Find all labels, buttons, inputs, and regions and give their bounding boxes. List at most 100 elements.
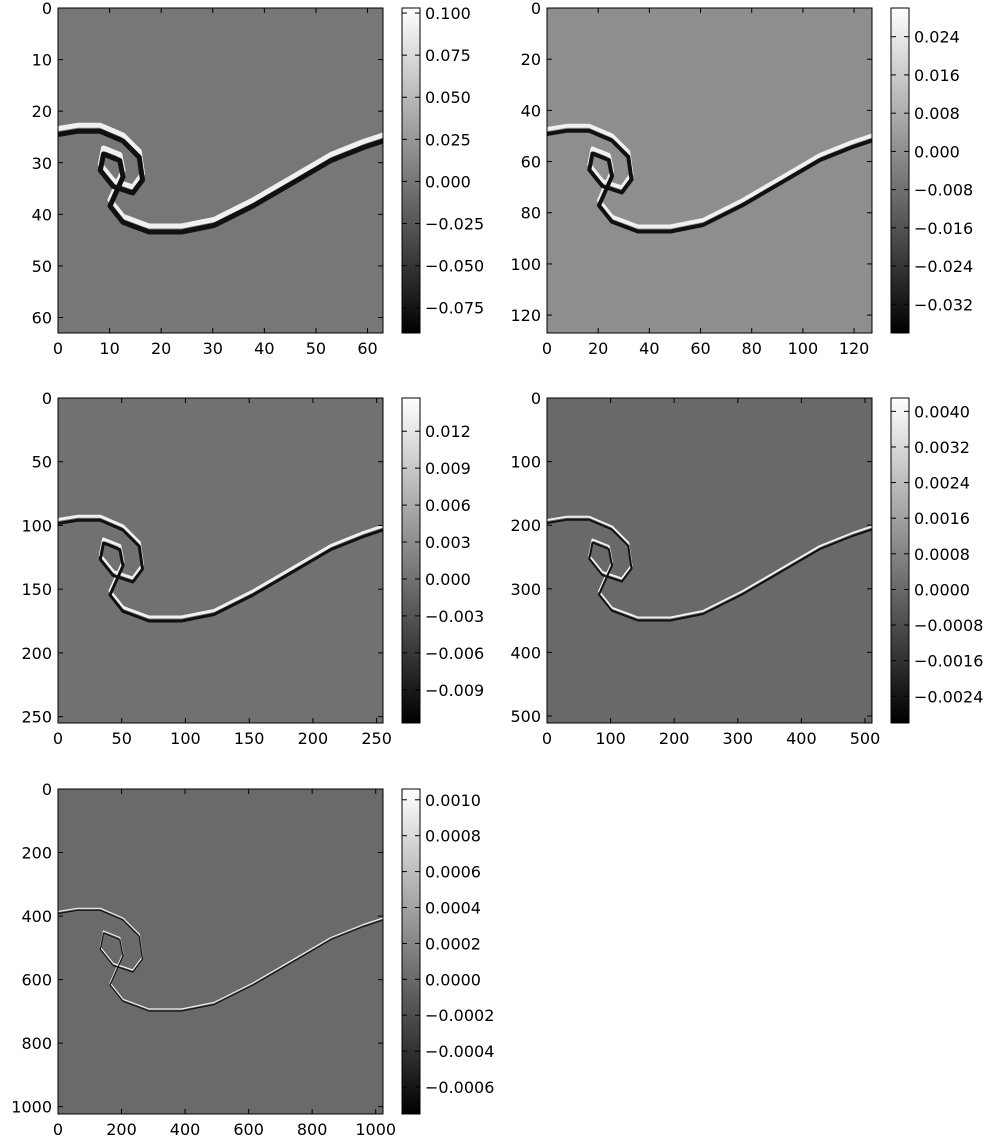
- y-tick-label: 800: [21, 1034, 52, 1053]
- x-tick-label: 400: [170, 1120, 201, 1139]
- x-tick-label: 0: [53, 339, 63, 358]
- axes-frame: [546, 7, 873, 334]
- y-tick-label: 100: [510, 453, 541, 472]
- dark-band: [547, 128, 872, 234]
- x-tick-label: 20: [588, 339, 608, 358]
- x-tick-label: 50: [306, 339, 326, 358]
- heatmap-field: [547, 398, 872, 723]
- x-tick-label: 40: [639, 339, 659, 358]
- colorbar-tick-label: 0.0024: [914, 474, 970, 493]
- y-tick-label: 400: [510, 643, 541, 662]
- y-tick-label: 150: [21, 580, 52, 599]
- y-tick-label: 500: [510, 707, 541, 726]
- colorbar-tick-label: 0.000: [914, 142, 960, 161]
- colorbar-tick-label: 0.0002: [425, 934, 481, 953]
- y-tick-label: 0: [42, 0, 52, 18]
- panel-5: 0 200 400 600 800 1000020040060080010000.0010…: [11, 780, 494, 1139]
- y-tick-label: 100: [510, 255, 541, 274]
- heatmap-structure: [547, 515, 872, 622]
- y-tick-label: 20: [521, 50, 541, 69]
- colorbar-tick-label: 0.016: [914, 66, 960, 85]
- heatmap-field: [58, 398, 383, 723]
- y-tick-label: 200: [21, 644, 52, 663]
- heatmap-structure: [547, 123, 872, 234]
- colorbar-gradient: [401, 788, 421, 1115]
- x-tick-label: 40: [254, 339, 274, 358]
- dark-band: [58, 128, 383, 235]
- axes-frame: [57, 7, 384, 334]
- colorbar-tick-label: 0.0008: [425, 827, 481, 846]
- y-tick-label: 0: [531, 389, 541, 408]
- x-tick-label: 0: [542, 729, 552, 748]
- colorbar-tick-label: −0.0004: [425, 1042, 494, 1061]
- y-tick-label: 0: [42, 389, 52, 408]
- x-tick-label: 50: [112, 729, 132, 748]
- colorbar-tick-label: 0.0004: [425, 899, 481, 918]
- colorbar-tick-label: −0.0024: [914, 687, 983, 706]
- y-tick-label: 40: [521, 101, 541, 120]
- colorbar-tick-label: 0.024: [914, 28, 960, 47]
- y-tick-label: 250: [21, 708, 52, 727]
- heatmap-field: [58, 8, 383, 333]
- colorbar-tick-label: 0.0008: [914, 545, 970, 564]
- y-tick-label: 40: [32, 205, 52, 224]
- y-tick-label: 50: [32, 257, 52, 276]
- x-tick-label: 120: [839, 339, 870, 358]
- x-tick-label: 30: [203, 339, 223, 358]
- x-tick-label: 0: [53, 1120, 63, 1139]
- x-tick-label: 60: [357, 339, 377, 358]
- panel-3: 0 50 100 150 200 2500501001502002500.0120.009…: [21, 389, 484, 748]
- colorbar: 0.012 0.009 0.006 0.003 0.000 −0.003 −0.006 −0.…: [401, 397, 484, 724]
- y-tick-label: 20: [32, 102, 52, 121]
- y-tick-label: 60: [521, 153, 541, 172]
- colorbar-tick-label: 0.0016: [914, 509, 970, 528]
- colorbar-tick-label: −0.003: [425, 607, 484, 626]
- x-tick-label: 150: [234, 729, 265, 748]
- x-tick-label: 600: [233, 1120, 264, 1139]
- colorbar: 0.024 0.016 0.008 0.000 −0.008 −0.016 −0.024 −0…: [890, 7, 973, 334]
- colorbar-tick-label: 0.0032: [914, 438, 970, 457]
- colorbar-tick-label: −0.0016: [914, 652, 983, 671]
- y-tick-label: 60: [32, 309, 52, 328]
- y-tick-label: 120: [510, 306, 541, 325]
- colorbar-tick-label: −0.032: [914, 295, 973, 314]
- colorbar-tick-label: 0.009: [425, 459, 471, 478]
- panel-1: 0 10 20 30 40 50 6001020304050600.1000.0750.05…: [32, 0, 485, 358]
- colorbar-tick-label: −0.0008: [914, 616, 983, 635]
- colorbar-tick-label: 0.008: [914, 104, 960, 123]
- colorbar-tick-label: 0.075: [425, 46, 471, 65]
- y-tick-label: 300: [510, 580, 541, 599]
- x-tick-label: 100: [595, 729, 626, 748]
- heatmap-structure: [58, 514, 383, 623]
- heatmap-structure: [58, 907, 383, 1012]
- colorbar-tick-label: −0.025: [425, 215, 484, 234]
- y-tick-label: 400: [21, 907, 52, 926]
- y-tick-label: 0: [42, 780, 52, 799]
- colorbar-tick-label: 0.025: [425, 130, 471, 149]
- y-tick-label: 200: [510, 516, 541, 535]
- axes-frame: [57, 397, 384, 724]
- colorbar-tick-label: −0.016: [914, 219, 973, 238]
- x-tick-label: 200: [298, 729, 329, 748]
- colorbar-tick-label: −0.009: [425, 681, 484, 700]
- x-tick-label: 0: [542, 339, 552, 358]
- colorbar-tick-label: −0.024: [914, 257, 973, 276]
- x-tick-label: 20: [151, 339, 171, 358]
- x-tick-label: 400: [786, 729, 817, 748]
- y-tick-label: 10: [32, 51, 52, 70]
- y-tick-label: 100: [21, 516, 52, 535]
- x-tick-label: 800: [297, 1120, 328, 1139]
- x-tick-label: 0: [53, 729, 63, 748]
- x-tick-label: 300: [723, 729, 754, 748]
- dark-band: [58, 909, 383, 1012]
- y-tick-label: 600: [21, 971, 52, 990]
- panel-2: 0 20 40 60 80 100 1200204060801001200.0240.016…: [510, 0, 973, 358]
- colorbar-tick-label: −0.050: [425, 257, 484, 276]
- x-tick-label: 250: [361, 729, 392, 748]
- colorbar-tick-label: −0.0002: [425, 1006, 494, 1025]
- colorbar-tick-label: 0.003: [425, 533, 471, 552]
- colorbar-tick-label: 0.0040: [914, 402, 970, 421]
- y-tick-label: 200: [21, 844, 52, 863]
- colorbar-tick-label: 0.000: [425, 172, 471, 191]
